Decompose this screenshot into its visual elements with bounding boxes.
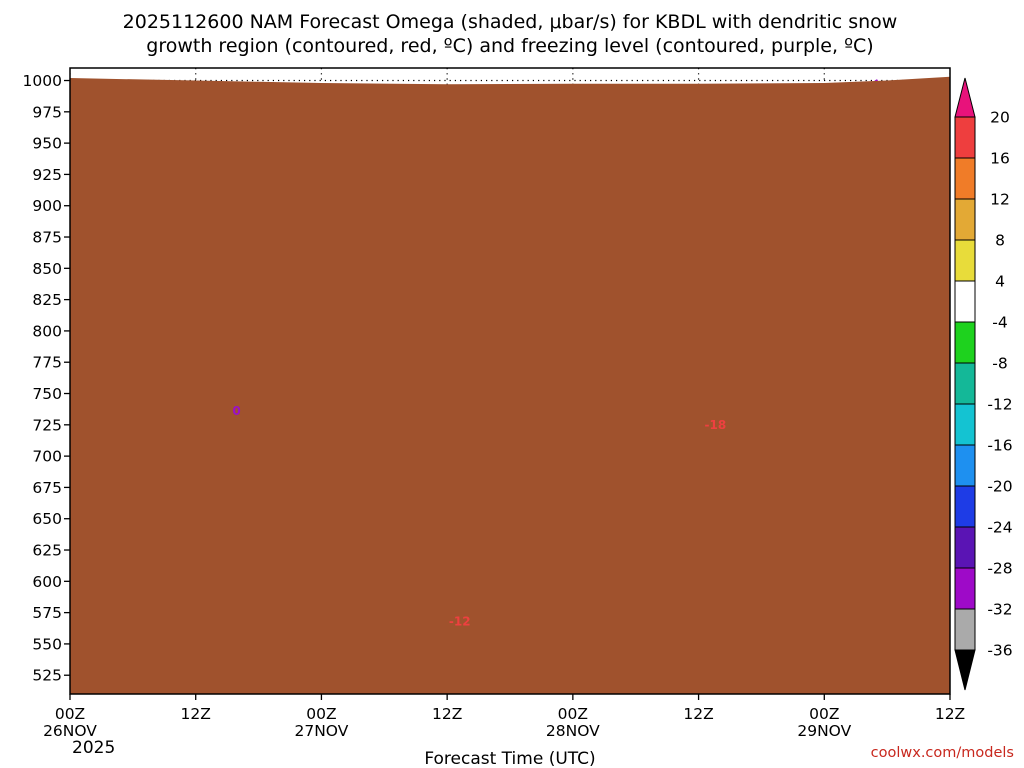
colorbar-label: -12	[987, 396, 1012, 414]
colorbar-label: 4	[995, 273, 1005, 291]
y-tick-label: 525	[32, 667, 62, 685]
credit-text: coolwx.com/models	[871, 745, 1014, 761]
y-tick-label: 750	[32, 385, 62, 403]
x-tick-label: 12Z	[181, 705, 211, 723]
x-tick-label: 00Z	[55, 705, 85, 723]
y-tick-label: 575	[32, 604, 62, 622]
colorbar-box	[954, 403, 976, 446]
y-tick-label: 725	[32, 416, 62, 434]
colorbar-label: -28	[987, 560, 1012, 578]
x-tick-date-label: 27NOV	[294, 722, 348, 740]
colorbar-label: -4	[992, 314, 1007, 332]
colorbar-box	[954, 280, 976, 323]
x-tick-date-label: 28NOV	[546, 722, 600, 740]
x-tick-label: 00Z	[558, 705, 588, 723]
x-tick-label: 12Z	[432, 705, 462, 723]
colorbar-label: -8	[992, 355, 1007, 373]
colorbar-box	[954, 567, 976, 610]
y-tick-label: 825	[32, 291, 62, 309]
x-tick-label: 12Z	[683, 705, 713, 723]
pressure-axis: 525 550 575 600 625 650 675 700 725 750 775 800 825 8…	[23, 72, 70, 685]
colorbar-label: -32	[987, 601, 1012, 619]
colorbar-box	[954, 198, 976, 241]
y-tick-label: 850	[32, 260, 62, 278]
colorbar: 20 16 12 8 4 -4 -8 -12 -16 -20 -24 -28 -32 -36	[954, 77, 1013, 691]
y-tick-label: 775	[32, 354, 62, 372]
colorbar-label: 8	[995, 232, 1005, 250]
colorbar-top-arrow	[954, 77, 976, 118]
terrain-layer	[70, 76, 950, 694]
x-axis-title: Forecast Time (UTC)	[424, 749, 595, 768]
y-tick-label: 675	[32, 479, 62, 497]
colorbar-box	[954, 485, 976, 528]
y-tick-label: 800	[32, 322, 62, 340]
y-tick-label: 650	[32, 510, 62, 528]
y-tick-label: 1000	[23, 72, 62, 90]
contour-labels: -12 -18 0	[232, 404, 726, 628]
colorbar-label: -36	[987, 642, 1012, 660]
x-axis-year: 2025	[72, 738, 115, 758]
colorbar-box	[954, 157, 976, 200]
y-tick-label: 550	[32, 635, 62, 653]
x-tick-label: 00Z	[809, 705, 839, 723]
colorbar-box	[954, 526, 976, 569]
y-tick-label: 950	[32, 135, 62, 153]
x-tick-date-label: 26NOV	[43, 722, 97, 740]
plot-frame	[69, 67, 951, 695]
colorbar-box	[954, 608, 976, 651]
colorbar-label: -16	[987, 437, 1012, 455]
colorbar-label: -24	[987, 519, 1012, 537]
x-tick-label: 00Z	[306, 705, 336, 723]
y-tick-label: 900	[32, 197, 62, 215]
colorbar-label: 16	[990, 150, 1010, 168]
y-tick-label: 975	[32, 103, 62, 121]
chart-title-line2: growth region (contoured, red, ºC) and f…	[146, 35, 873, 57]
colorbar-bottom-arrow	[954, 649, 976, 691]
y-tick-label: 600	[32, 573, 62, 591]
colorbar-label: 12	[990, 191, 1010, 209]
colorbar-box	[954, 362, 976, 405]
dgz-contour-label: -18	[704, 418, 726, 432]
colorbar-box	[954, 444, 976, 487]
y-tick-label: 925	[32, 166, 62, 184]
dgz-contour-label: -12	[449, 614, 471, 628]
y-tick-label: 625	[32, 542, 62, 560]
colorbar-box	[954, 239, 976, 282]
chart-title-line1: 2025112600 NAM Forecast Omega (shaded, μ…	[123, 11, 898, 33]
y-tick-label: 700	[32, 448, 62, 466]
terrain-surface	[70, 76, 950, 694]
colorbar-label: 20	[990, 109, 1010, 127]
colorbar-label: -20	[987, 478, 1012, 496]
x-tick-date-label: 29NOV	[797, 722, 851, 740]
colorbar-box	[954, 321, 976, 364]
x-tick-label: 12Z	[935, 705, 965, 723]
y-tick-label: 875	[32, 229, 62, 247]
freezing-level-contour-label: 0	[232, 404, 240, 418]
colorbar-box	[954, 116, 976, 159]
